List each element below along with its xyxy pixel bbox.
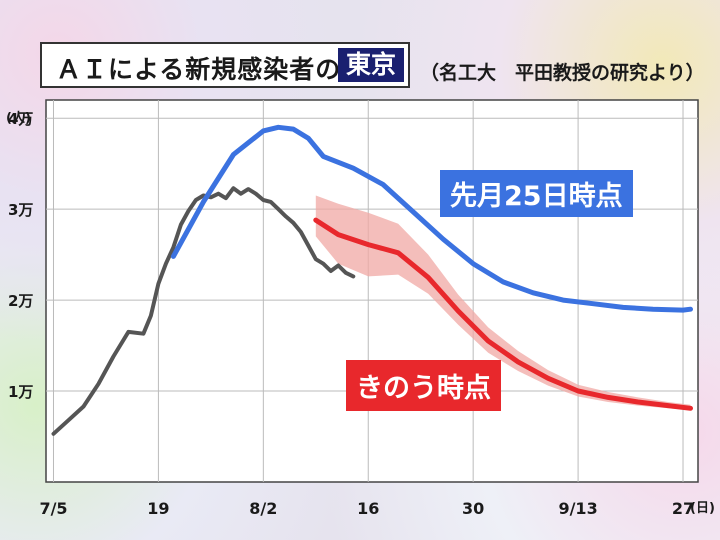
x-tick-label: 9/13 bbox=[558, 499, 597, 518]
x-tick-label: 30 bbox=[462, 499, 484, 518]
x-tick-label: 16 bbox=[357, 499, 379, 518]
y-tick-label: 2万 bbox=[8, 292, 33, 310]
y-tick-label: 4万 bbox=[8, 110, 33, 128]
y-tick-label: 3万 bbox=[8, 201, 33, 219]
forecast-line-red bbox=[313, 217, 693, 411]
x-tick-label: 27 bbox=[672, 499, 694, 518]
tick-labels: 1万 2万 3万 4万 7/5 19 8/2 16 30 9/13 27 bbox=[8, 110, 694, 518]
series-label-red: きのう時点 bbox=[346, 360, 501, 411]
x-tick-label: 19 bbox=[147, 499, 169, 518]
y-tick-label: 1万 bbox=[8, 383, 33, 401]
x-tick-label: 7/5 bbox=[39, 499, 67, 518]
series-label-blue: 先月25日時点 bbox=[440, 170, 633, 217]
plot-area bbox=[45, 99, 699, 483]
city-badge: 東京 bbox=[337, 48, 404, 82]
chart-title: ＡＩによる新規感染者の予測 bbox=[56, 55, 394, 84]
forecast-line-blue bbox=[170, 124, 693, 313]
actual-cases-line bbox=[51, 186, 356, 436]
title-box: ＡＩによる新規感染者の予測 東京 bbox=[40, 42, 410, 88]
x-unit-label: (日) bbox=[690, 501, 715, 516]
source-note: （名工大 平田教授の研究より） bbox=[420, 62, 705, 84]
x-tick-label: 8/2 bbox=[249, 499, 277, 518]
chart-marks bbox=[51, 124, 693, 436]
y-unit-label: (人) bbox=[6, 110, 31, 126]
red-uncertainty-band bbox=[315, 195, 691, 411]
